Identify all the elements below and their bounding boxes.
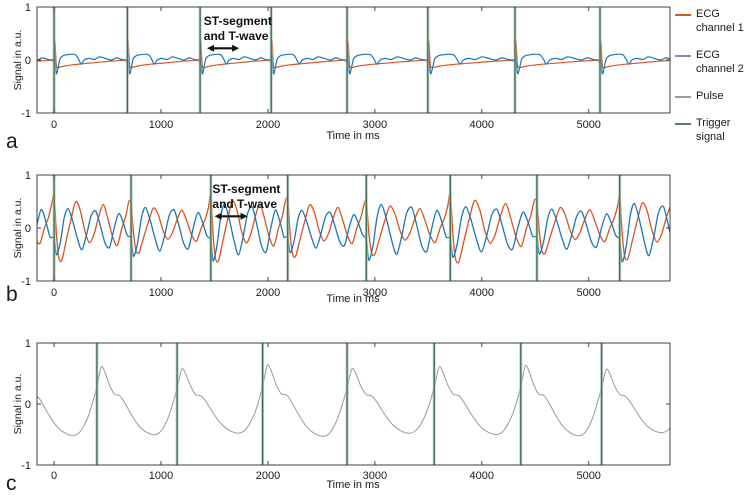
x-axis-label-c: Time in ms: [326, 479, 380, 491]
svg-text:0: 0: [51, 119, 57, 131]
legend-line-trigger-signal-icon: [675, 122, 691, 125]
x-axis-label-b: Time in ms: [326, 293, 380, 305]
legend-label-pulse: Pulse: [696, 89, 724, 102]
svg-text:and T-wave: and T-wave: [204, 29, 269, 43]
svg-text:5000: 5000: [576, 470, 600, 482]
panel-label-b: b: [6, 283, 18, 306]
svg-text:1000: 1000: [149, 287, 173, 299]
legend-label-trigger-signal: Trigger signal: [696, 116, 731, 143]
svg-text:1000: 1000: [149, 119, 173, 131]
legend-label-ecg-channel-2: ECG channel 2: [696, 48, 744, 75]
y-axis-label-c: Signal in a.u.: [12, 373, 24, 435]
svg-text:1: 1: [25, 2, 31, 14]
y-axis-label-b: Signal in a.u.: [12, 197, 24, 259]
svg-text:-1: -1: [21, 460, 31, 472]
legend-line-ecg-channel-1-icon: [675, 14, 691, 16]
svg-text:1000: 1000: [149, 470, 173, 482]
svg-text:1: 1: [25, 338, 31, 350]
panel-label-c: c: [6, 472, 17, 495]
svg-text:4000: 4000: [470, 287, 494, 299]
legend-entry-ecg-channel-1: ECG channel 1: [675, 8, 747, 36]
x-axis-label-a: Time in ms: [326, 130, 380, 142]
svg-text:4000: 4000: [470, 470, 494, 482]
svg-text:0: 0: [25, 399, 31, 411]
legend: ECG channel 1 ECG channel 2 Pulse Trigge…: [675, 8, 747, 145]
svg-text:5000: 5000: [576, 287, 600, 299]
svg-text:5000: 5000: [576, 119, 600, 131]
svg-text:0: 0: [25, 223, 31, 235]
svg-text:3000: 3000: [363, 119, 387, 131]
svg-text:0: 0: [25, 55, 31, 67]
svg-text:2000: 2000: [256, 287, 280, 299]
svg-text:2000: 2000: [256, 119, 280, 131]
svg-text:ST-segment: ST-segment: [204, 14, 272, 28]
svg-text:3000: 3000: [363, 470, 387, 482]
svg-text:-1: -1: [21, 108, 31, 120]
legend-line-pulse-icon: [675, 95, 691, 98]
legend-label-ecg-channel-1: ECG channel 1: [696, 8, 744, 34]
svg-text:2000: 2000: [256, 470, 280, 482]
svg-text:0: 0: [51, 470, 57, 482]
legend-line-ecg-channel-2-icon: [675, 54, 691, 57]
legend-entry-ecg-channel-2: ECG channel 2: [675, 49, 747, 77]
svg-text:0: 0: [51, 287, 57, 299]
y-axis-label-a: Signal in a.u.: [12, 29, 24, 91]
svg-text:4000: 4000: [470, 119, 494, 131]
svg-text:3000: 3000: [363, 287, 387, 299]
svg-text:and T-wave: and T-wave: [212, 197, 277, 211]
svg-text:1: 1: [25, 170, 31, 182]
svg-text:ST-segment: ST-segment: [212, 182, 280, 196]
panel-label-a: a: [6, 130, 18, 153]
legend-entry-pulse: Pulse: [675, 90, 747, 104]
svg-text:-1: -1: [21, 276, 31, 288]
legend-entry-trigger-signal: Trigger signal: [675, 117, 747, 145]
